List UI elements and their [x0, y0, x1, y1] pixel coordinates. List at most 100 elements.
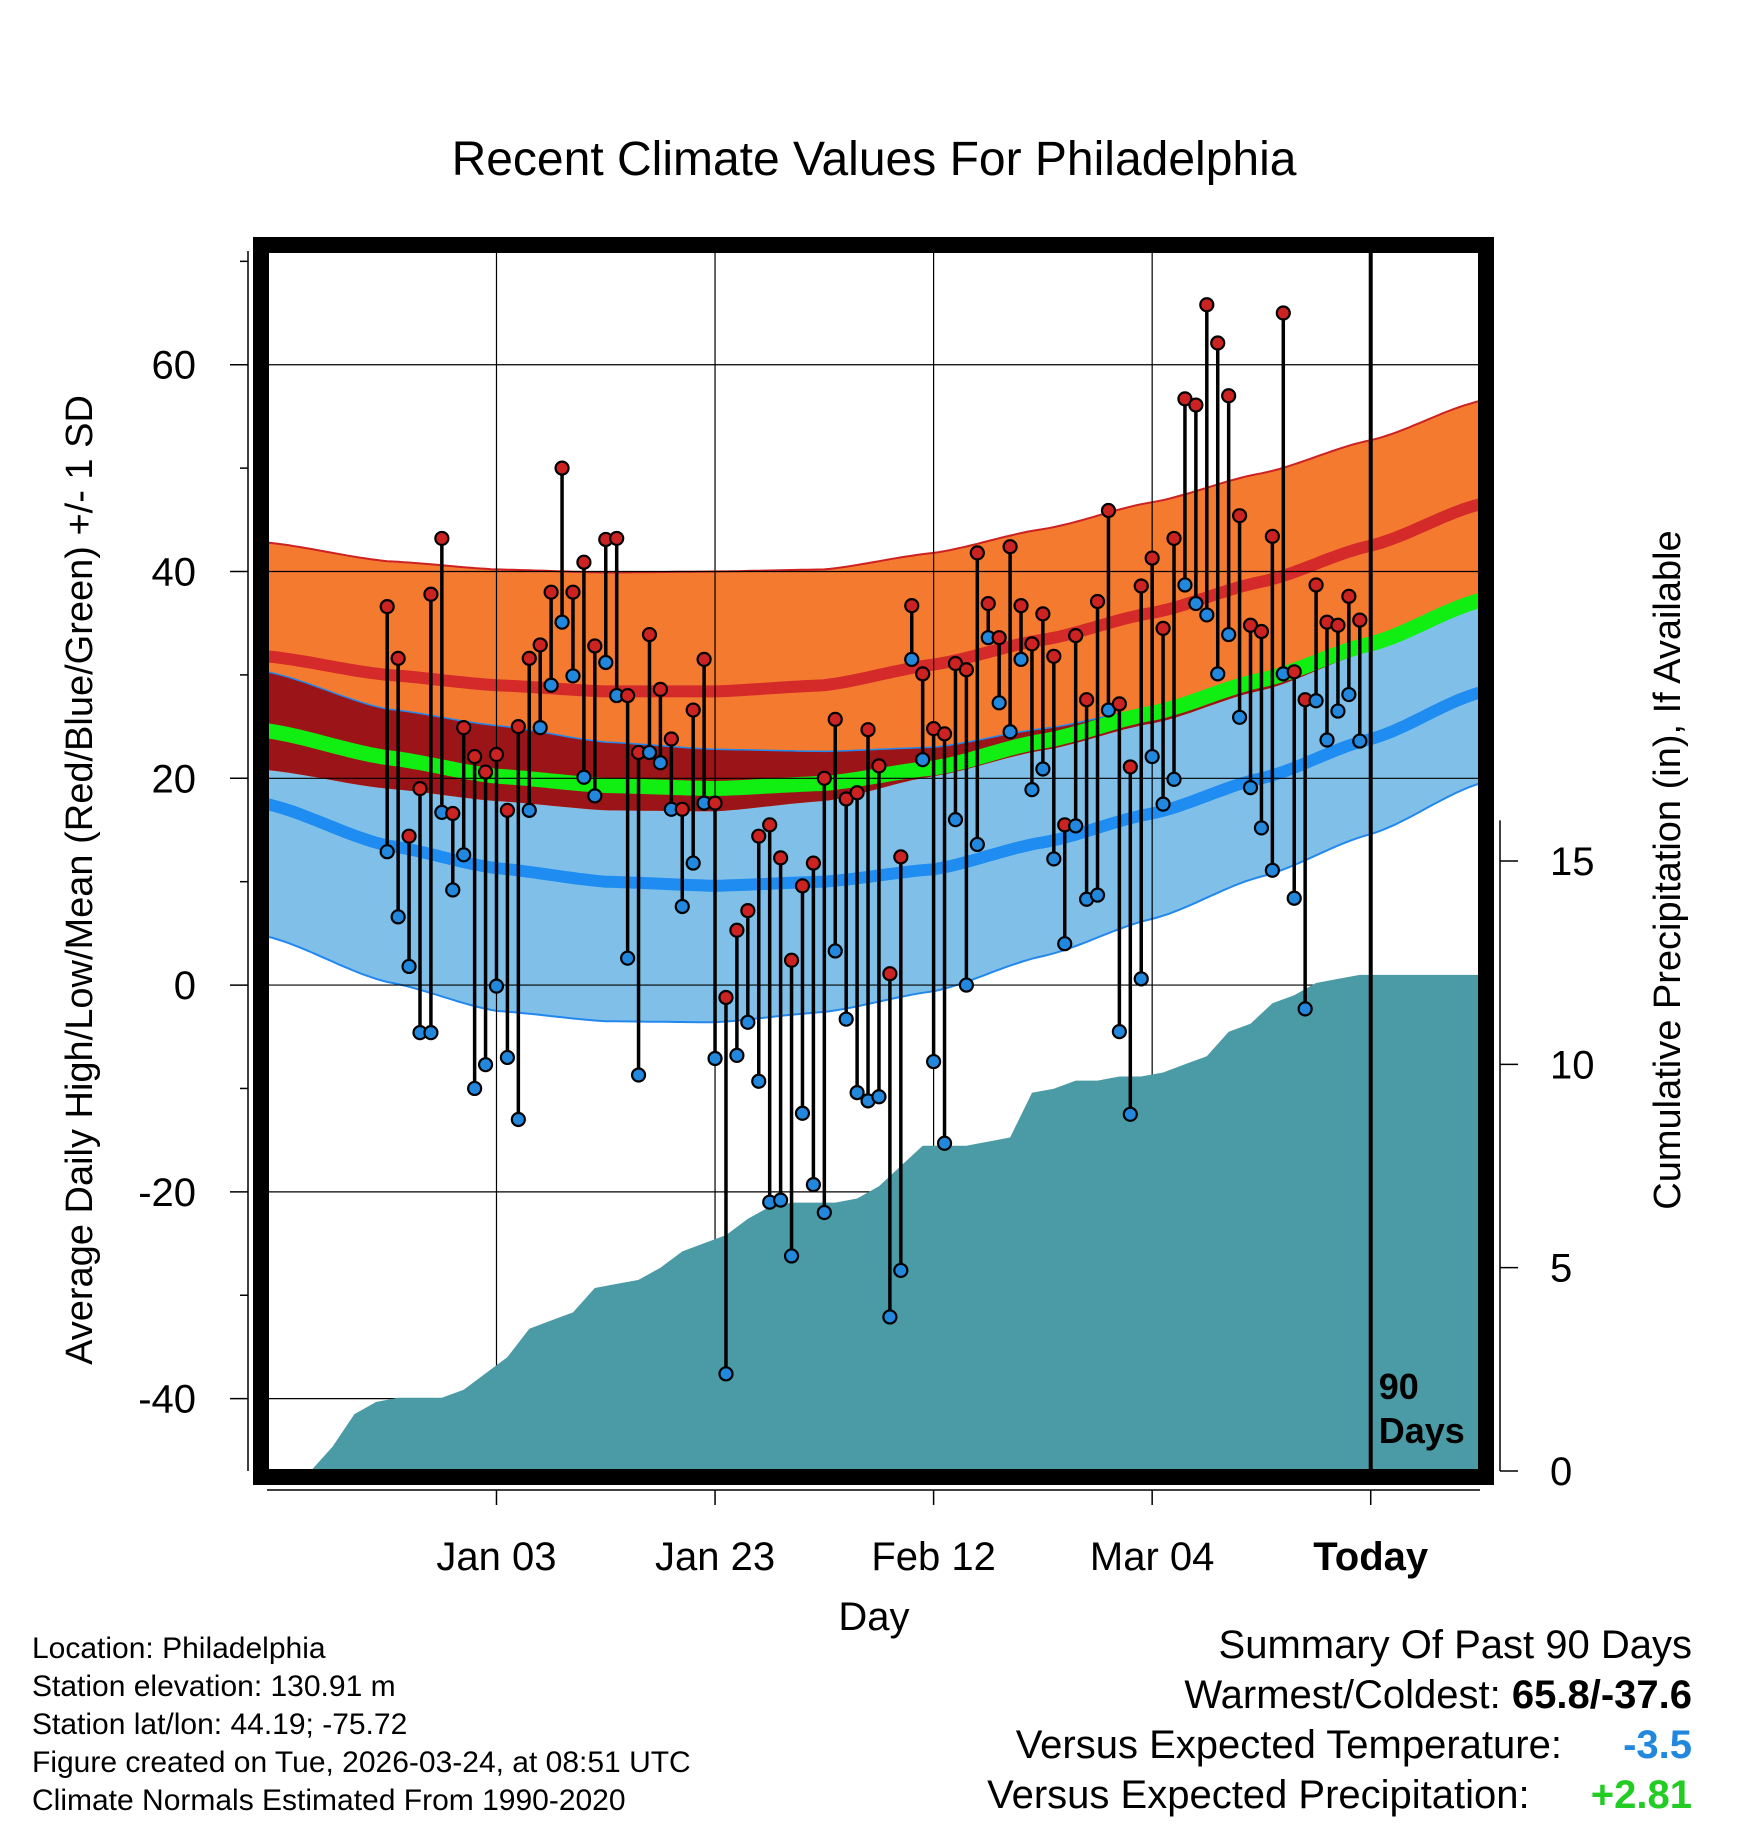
high-point: [860, 722, 876, 738]
y-tick-label: 60: [152, 344, 197, 388]
high-point: [499, 802, 516, 818]
low-point: [1297, 1001, 1313, 1017]
summary-panel: Summary Of Past 90 Days Warmest/Coldest:…: [987, 1620, 1692, 1820]
high-point: [641, 626, 658, 643]
low-point: [783, 1248, 800, 1264]
high-point: [718, 989, 734, 1006]
high-point: [947, 655, 964, 672]
high-point: [740, 903, 756, 919]
low-point: [904, 651, 920, 667]
high-point: [423, 586, 439, 602]
y2-tick-label: 5: [1550, 1247, 1572, 1291]
low-point: [587, 788, 603, 804]
elevation-text: Station elevation: 130.91 m: [32, 1670, 396, 1703]
x-tick-label: Jan 23: [655, 1535, 775, 1579]
high-point: [1122, 759, 1138, 775]
high-point: [958, 662, 974, 678]
high-point: [456, 720, 472, 736]
low-point: [1210, 666, 1226, 682]
low-point: [1133, 971, 1149, 987]
high-point: [1231, 508, 1248, 524]
warm-cold-value: 65.8/-37.6: [1511, 1673, 1692, 1717]
warm-cold-row: Warmest/Coldest: 65.8/-37.6: [987, 1670, 1692, 1720]
low-point: [805, 1177, 821, 1193]
low-point: [565, 668, 581, 684]
low-point: [816, 1204, 832, 1221]
high-point: [1024, 636, 1040, 652]
low-point: [1013, 651, 1029, 667]
low-point: [969, 836, 985, 853]
high-point: [467, 748, 483, 765]
low-point: [390, 909, 406, 925]
high-point: [652, 681, 669, 697]
y-tick-label: 20: [152, 757, 197, 801]
high-point: [1100, 502, 1117, 519]
high-point: [1330, 617, 1346, 633]
high-point: [849, 785, 865, 801]
high-point: [1264, 528, 1280, 544]
x-tick-label: Feb 12: [871, 1535, 996, 1579]
low-point: [773, 1192, 789, 1208]
low-point: [1177, 577, 1193, 593]
high-point: [1155, 620, 1171, 636]
low-point: [794, 1105, 811, 1121]
low-point: [893, 1262, 909, 1279]
high-point: [805, 855, 821, 871]
high-point: [729, 922, 745, 938]
low-point: [1199, 607, 1215, 623]
high-point: [477, 764, 494, 780]
low-point: [871, 1089, 887, 1105]
low-point: [1068, 818, 1084, 834]
low-point: [456, 847, 472, 863]
high-point: [1002, 539, 1018, 555]
high-point: [707, 795, 723, 811]
high-point: [510, 718, 526, 735]
y2-tick-label: 0: [1550, 1450, 1572, 1494]
latlon-text: Station lat/lon: 44.19; -75.72: [32, 1708, 408, 1741]
high-point: [871, 758, 887, 774]
low-point: [729, 1047, 745, 1063]
high-point: [1286, 664, 1302, 680]
high-point: [1341, 588, 1357, 604]
x-axis-label: Day: [838, 1595, 909, 1639]
low-point: [1089, 887, 1106, 903]
high-point: [620, 687, 636, 704]
high-point: [1221, 388, 1237, 404]
low-point: [1155, 796, 1171, 812]
high-point: [663, 731, 679, 747]
low-point: [598, 654, 614, 671]
high-point: [762, 817, 778, 833]
low-point: [1253, 820, 1270, 836]
low-point: [1111, 1023, 1127, 1040]
high-point: [773, 850, 789, 866]
low-point: [1319, 732, 1335, 748]
high-point: [816, 770, 832, 786]
high-point: [904, 598, 920, 614]
low-point: [936, 1135, 953, 1151]
low-point: [1100, 702, 1117, 718]
high-point: [1111, 696, 1127, 712]
plot-area: 90 Days: [267, 251, 1480, 1471]
high-point: [893, 849, 909, 865]
high-point: [521, 650, 537, 666]
low-point: [510, 1111, 526, 1128]
high-point: [794, 878, 811, 894]
low-point: [1231, 709, 1248, 725]
high-point: [390, 650, 406, 666]
precip-area: [277, 974, 1480, 1471]
precip-row: Versus Expected Precipitation: +2.81: [987, 1770, 1692, 1820]
low-point: [532, 720, 548, 736]
low-point: [652, 755, 669, 771]
low-point: [1286, 890, 1302, 906]
high-point: [412, 781, 428, 797]
high-sd-upper-line: [267, 399, 1480, 574]
temp-value: -3.5: [1623, 1723, 1692, 1767]
low-point: [641, 744, 658, 761]
low-point: [1046, 851, 1062, 867]
overlap-band: [267, 601, 1480, 812]
low-point: [445, 882, 461, 898]
low-point: [467, 1080, 483, 1097]
low-point: [554, 614, 570, 630]
high-point: [532, 637, 548, 653]
